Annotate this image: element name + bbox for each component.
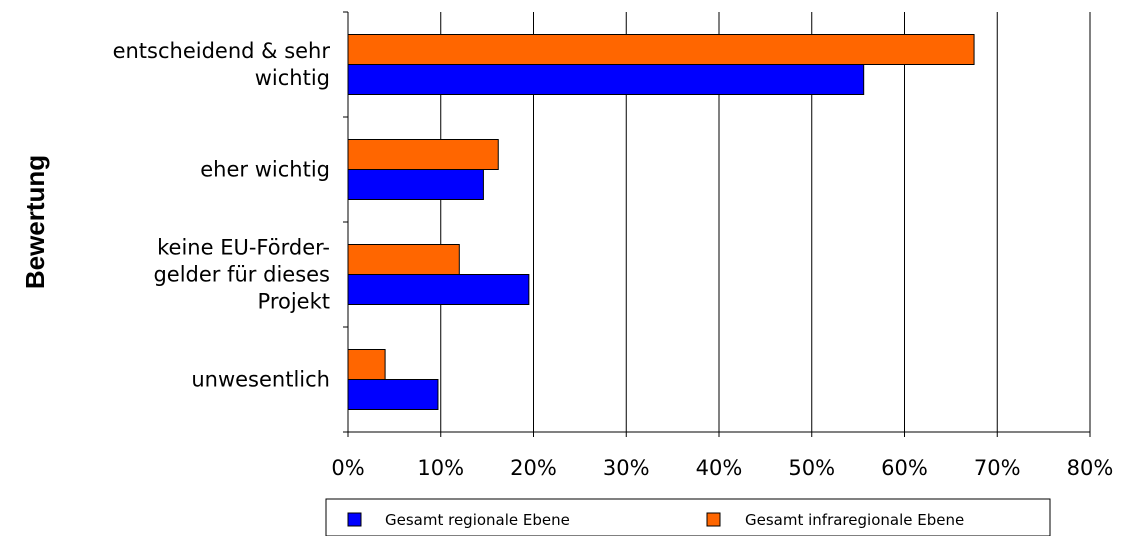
bar-infraregional [347,244,460,275]
legend-label-infraregional: Gesamt infraregionale Ebene [745,511,964,529]
x-tick-label: 80% [1067,456,1114,480]
x-tick-label: 0% [331,456,364,480]
x-tick-label: 20% [510,456,557,480]
x-tick-label: 10% [417,456,464,480]
bar-infraregional [347,349,386,380]
legend-box [325,498,1051,537]
legend-swatch-infraregional [706,512,721,527]
x-tick-label: 40% [696,456,743,480]
bar-regional [347,379,439,410]
legend-label-regional: Gesamt regionale Ebene [385,511,570,529]
bar-regional [347,169,484,200]
category-label: wichtig [255,66,330,90]
category-label: unwesentlich [191,368,330,392]
category-labels: entscheidend & sehr wichtig eher wichtig ke… [113,39,331,392]
category-label: gelder für dieses [153,263,330,287]
bar-infraregional [347,34,975,65]
category-label: keine EU-Förder- [157,236,330,260]
legend-swatch-regional [347,512,362,527]
category-label: eher wichtig [200,158,330,182]
category-label: entscheidend & sehr [113,39,331,63]
bar-regional [347,274,530,305]
bars [347,34,975,410]
axes [347,12,1090,433]
tick-labels: 0% 10% 20% 30% 40% 50% 60% 70% 80% [331,456,1113,480]
bar-regional [347,64,865,95]
x-tick-label: 70% [974,456,1021,480]
y-axis-title: Bewertung [20,155,50,289]
x-tick-label: 30% [603,456,650,480]
bar-infraregional [347,139,499,170]
category-label: Projekt [258,290,330,314]
x-tick-label: 60% [881,456,928,480]
legend: Gesamt regionale Ebene Gesamt infraregio… [325,498,1051,537]
x-tick-label: 50% [788,456,835,480]
